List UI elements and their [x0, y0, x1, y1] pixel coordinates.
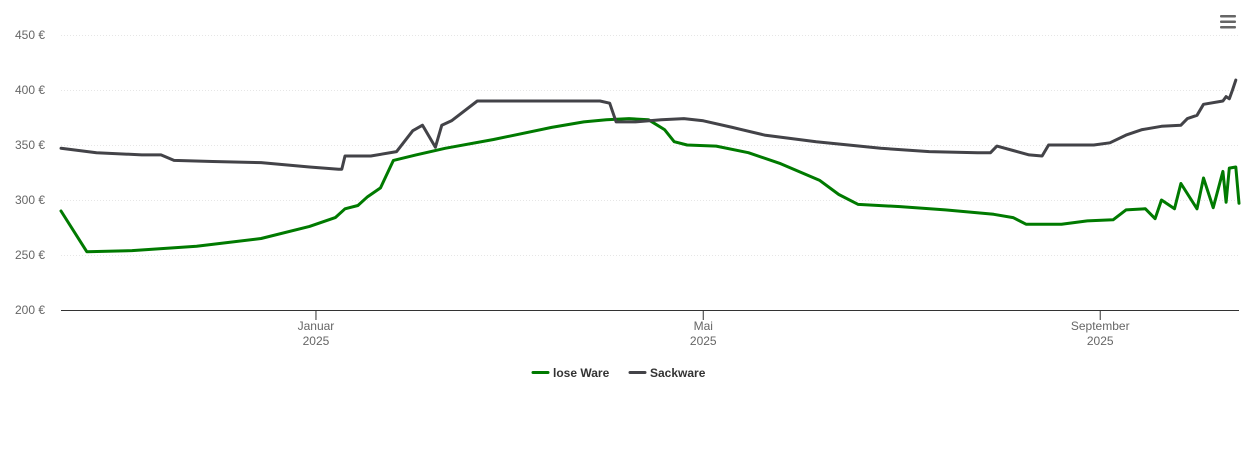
grid-lines [61, 35, 1239, 256]
x-tick-year-label: 2025 [690, 334, 717, 348]
legend-label: Sackware [650, 366, 706, 380]
series-line-sackware[interactable] [59, 78, 1238, 171]
x-tick-year-label: 2025 [1087, 334, 1114, 348]
y-tick-label: 250 € [15, 248, 45, 262]
hamburger-menu-icon [1220, 15, 1236, 29]
x-tick-month-label: Januar [298, 319, 335, 333]
y-tick-label: 200 € [15, 303, 45, 317]
legend-item-sackware[interactable]: Sackware [628, 366, 706, 380]
y-tick-label: 400 € [15, 83, 45, 97]
menu-button[interactable] [1214, 8, 1242, 36]
series-line-lose-ware[interactable] [59, 117, 1241, 254]
y-tick-label: 450 € [15, 28, 45, 42]
x-tick-month-label: September [1071, 319, 1130, 333]
series-lines [59, 78, 1241, 254]
y-tick-label: 350 € [15, 138, 45, 152]
legend-item-lose-ware[interactable]: lose Ware [531, 366, 610, 380]
legend-label: lose Ware [553, 366, 610, 380]
legend[interactable]: lose Ware Sackware [531, 366, 706, 380]
x-tick-month-label: Mai [694, 319, 713, 333]
x-tick-year-label: 2025 [303, 334, 330, 348]
y-axis: 200 € 250 € 300 € 350 € 400 € 450 € [15, 28, 45, 317]
y-tick-label: 300 € [15, 193, 45, 207]
